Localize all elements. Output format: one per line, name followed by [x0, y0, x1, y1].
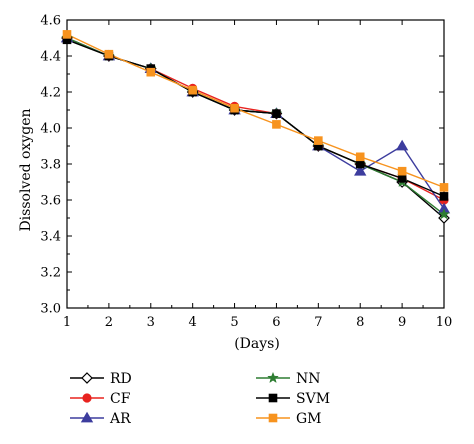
x-axis-title: (Days) — [234, 336, 280, 352]
x-tick-label: 2 — [105, 315, 113, 330]
legend-item-ar: AR — [70, 411, 131, 427]
data-point-svm — [355, 159, 365, 169]
y-tick-label: 4.6 — [40, 14, 61, 29]
plot-frame — [66, 19, 445, 309]
data-point-gm — [146, 67, 156, 77]
data-point-svm — [272, 109, 281, 118]
legend-item-gm: GM — [256, 411, 322, 427]
data-point-svm — [397, 174, 407, 183]
data-point-gm — [439, 183, 449, 192]
series-lines — [66, 33, 445, 219]
x-tick-label: 6 — [272, 315, 280, 330]
legend-swatch-marker — [80, 411, 94, 423]
data-point-nn — [438, 208, 450, 220]
x-tick-label: 1 — [63, 315, 71, 330]
series-line-nn — [66, 37, 445, 215]
legend-swatch-marker — [268, 393, 278, 403]
series-line-gm — [66, 33, 445, 189]
legend-swatch-marker — [268, 413, 278, 423]
legend-item-cf: CF — [70, 391, 131, 407]
data-point-gm — [230, 103, 239, 113]
series-points-svm — [62, 35, 449, 201]
axis-ticks: 1 2 3 4 5 6 7 8 9 10 3.0 3.2 3.4 3.6 3.8 4.0 4.2 4.4 4.6 — [40, 14, 452, 331]
legend-swatch-marker — [82, 393, 92, 403]
x-tick-label: 4 — [189, 315, 197, 330]
legend-label: GM — [296, 411, 322, 427]
series-line-ar — [66, 37, 445, 210]
series-markers — [60, 30, 451, 224]
data-point-gm — [314, 136, 323, 145]
x-tick-label: 8 — [356, 315, 364, 330]
series-points-gm — [62, 30, 449, 192]
series-line-svm — [66, 39, 445, 198]
data-point-gm — [397, 166, 407, 176]
x-tick-label: 10 — [436, 315, 453, 330]
legend-swatch-marker — [267, 371, 279, 384]
data-point-gm — [355, 152, 365, 162]
plot-area — [66, 19, 445, 309]
data-point-gm — [272, 120, 281, 129]
series-points-nn — [61, 31, 450, 220]
y-tick-label: 3.2 — [40, 266, 61, 281]
y-tick-label: 4.0 — [40, 122, 61, 137]
y-tick-label: 3.8 — [40, 158, 61, 173]
data-point-svm — [439, 192, 449, 201]
series-points-rd — [61, 32, 450, 224]
y-axis-title: Dissolved oxygen — [18, 108, 34, 231]
legend-item-svm: SVM — [256, 391, 330, 407]
legend: RD CF AR NN SVM GM — [70, 371, 330, 427]
x-tick-label: 9 — [398, 315, 406, 330]
x-tick-label: 5 — [230, 315, 238, 330]
data-point-gm — [104, 49, 114, 59]
data-point-gm — [188, 85, 197, 95]
x-tick-label: 7 — [314, 315, 322, 330]
legend-label: AR — [109, 411, 131, 427]
y-tick-label: 3.4 — [40, 230, 61, 245]
y-tick-label: 4.4 — [40, 50, 61, 65]
data-point-ar — [395, 139, 409, 151]
legend-label: NN — [296, 371, 321, 387]
legend-label: SVM — [296, 391, 330, 407]
series-line-rd — [66, 37, 445, 219]
legend-swatch-marker — [81, 372, 93, 384]
y-tick-label: 3.0 — [40, 302, 61, 317]
y-tick-label: 3.6 — [40, 194, 61, 209]
data-point-ar — [354, 164, 367, 176]
legend-label: RD — [110, 371, 132, 387]
legend-item-nn: NN — [256, 371, 321, 387]
data-point-gm — [62, 30, 72, 39]
legend-item-rd: RD — [70, 371, 132, 387]
legend-label: CF — [110, 391, 131, 407]
x-tick-label: 3 — [147, 315, 155, 330]
y-tick-label: 4.2 — [40, 86, 61, 101]
